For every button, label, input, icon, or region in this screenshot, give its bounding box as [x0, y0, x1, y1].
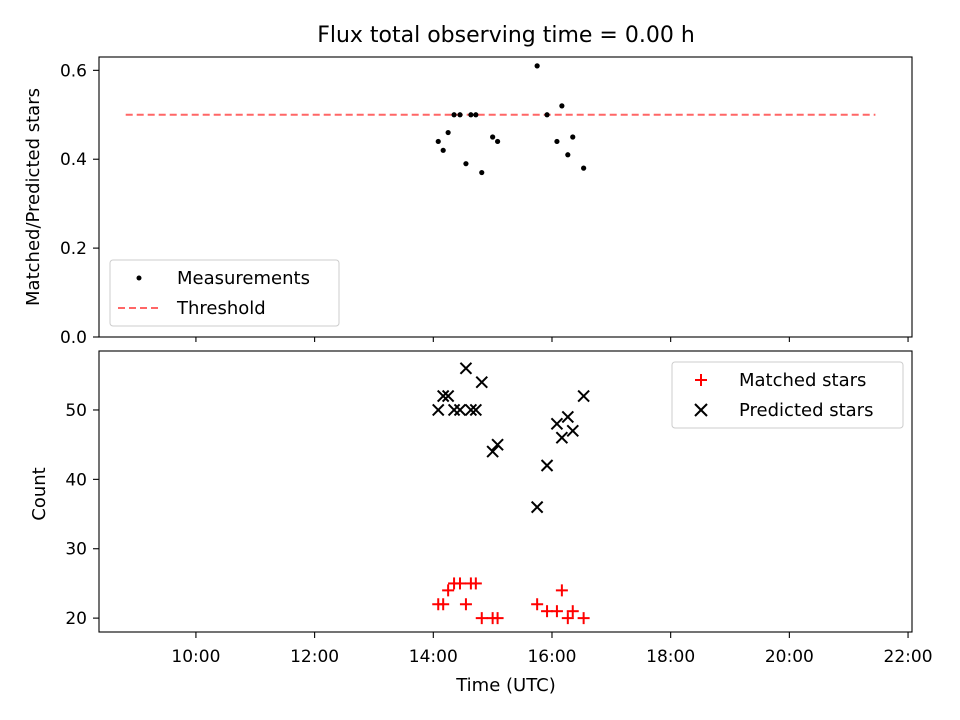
x-axis-label: Time (UTC): [455, 675, 556, 696]
predicted-star-point: [577, 389, 590, 403]
matched-star-point: [454, 577, 467, 590]
top-y-axis-label: Matched/Predicted stars: [23, 88, 44, 306]
predicted-star-point: [491, 438, 504, 451]
legend-predicted-label: Predicted stars: [739, 400, 873, 421]
bottom-y-tick-label: 50: [65, 401, 87, 421]
predicted-star-point: [432, 403, 445, 417]
bottom-y-tick-label: 40: [65, 470, 87, 490]
predicted-star-point: [475, 376, 488, 389]
x-tick-label: 18:00: [646, 647, 695, 667]
legend-matched-marker: [695, 374, 707, 386]
top-y-tick-label: 0.0: [60, 328, 87, 348]
matched-star-point: [475, 612, 488, 625]
matched-star-point: [561, 612, 574, 625]
bottom-legend: Matched stars Predicted stars: [671, 361, 904, 429]
measurement-point: [457, 112, 463, 118]
top-legend: Measurements Threshold: [109, 259, 340, 327]
bottom-plot-area: [98, 350, 913, 633]
matched-star-point: [566, 605, 579, 618]
top-y-tick-label: 0.6: [60, 61, 87, 81]
predicted-star-point: [459, 362, 473, 375]
matched-star-point: [491, 612, 504, 625]
predicted-star-point: [550, 417, 564, 431]
top-panel: 0.0 0.2 0.4 0.6 Matched/Predicted stars Mea…: [23, 56, 913, 348]
matched-star-point: [555, 584, 568, 597]
x-tick-label: 22:00: [884, 647, 933, 667]
matched-star-point: [531, 598, 544, 611]
x-tick-label: 20:00: [765, 647, 814, 667]
matched-star-point: [459, 598, 472, 611]
matched-star-point: [577, 612, 590, 625]
measurement-point: [445, 129, 451, 136]
measurement-point: [559, 103, 565, 109]
measurement-point: [554, 138, 560, 145]
top-plot-marks: [125, 63, 876, 176]
top-y-tick-label: 0.2: [60, 239, 87, 259]
measurement-point: [565, 152, 571, 158]
measurement-point: [440, 147, 446, 153]
matched-star-point: [550, 605, 563, 618]
bottom-plot-marks: [432, 362, 590, 625]
predicted-star-point: [453, 403, 467, 417]
predicted-star-point: [486, 445, 499, 458]
x-tick-label: 10:00: [171, 647, 220, 667]
matched-star-point: [469, 577, 482, 590]
matched-star-point: [442, 584, 455, 597]
x-tick-label: 14:00: [409, 647, 458, 667]
predicted-star-point: [555, 431, 569, 444]
measurement-point: [544, 112, 550, 118]
bottom-y-axis: 20 30 40 50: [65, 401, 99, 629]
measurement-point: [570, 134, 576, 140]
legend-measurements-label: Measurements: [177, 268, 310, 289]
measurement-point: [435, 138, 441, 145]
bottom-y-axis-label: Count: [29, 467, 50, 520]
measurement-point: [463, 161, 469, 167]
matched-star-point: [437, 598, 450, 611]
measurement-point: [451, 112, 457, 118]
measurement-point: [490, 134, 496, 140]
legend-measurements-marker: [136, 275, 142, 281]
top-y-axis: 0.0 0.2 0.4 0.6: [60, 61, 99, 348]
predicted-star-point: [447, 403, 461, 417]
measurement-point: [479, 169, 485, 176]
chart-title: Flux total observing time = 0.00 h: [317, 23, 695, 48]
measurement-point: [581, 165, 587, 171]
bottom-legend-box: [671, 361, 904, 429]
top-plot-area: [98, 56, 913, 338]
predicted-star-point: [540, 459, 554, 472]
x-tick-label: 12:00: [290, 647, 339, 667]
measurement-point: [468, 112, 474, 118]
predicted-star-point: [530, 500, 544, 514]
legend-matched-label: Matched stars: [739, 370, 866, 391]
measurement-point: [534, 63, 540, 69]
bottom-y-tick-label: 30: [65, 540, 87, 560]
predicted-star-point: [566, 424, 579, 437]
predicted-star-point: [436, 389, 450, 403]
bottom-panel: 20 30 40 50 10:00 12:00 14:00 16:00 18:00 20:00 2…: [29, 337, 933, 696]
predicted-star-point: [464, 403, 478, 417]
bottom-y-tick-label: 20: [65, 609, 87, 629]
predicted-star-point: [441, 389, 455, 403]
legend-predicted-marker: [694, 403, 708, 417]
x-axis: 10:00 12:00 14:00 16:00 18:00 20:00 22:00: [171, 337, 933, 667]
x-tick-label: 16:00: [527, 647, 576, 667]
predicted-star-point: [561, 410, 575, 424]
predicted-star-point: [469, 403, 483, 417]
legend-threshold-label: Threshold: [176, 298, 266, 319]
measurement-point: [473, 112, 479, 118]
top-legend-box: [109, 259, 340, 327]
measurement-point: [494, 138, 501, 145]
top-y-tick-label: 0.4: [60, 150, 87, 170]
